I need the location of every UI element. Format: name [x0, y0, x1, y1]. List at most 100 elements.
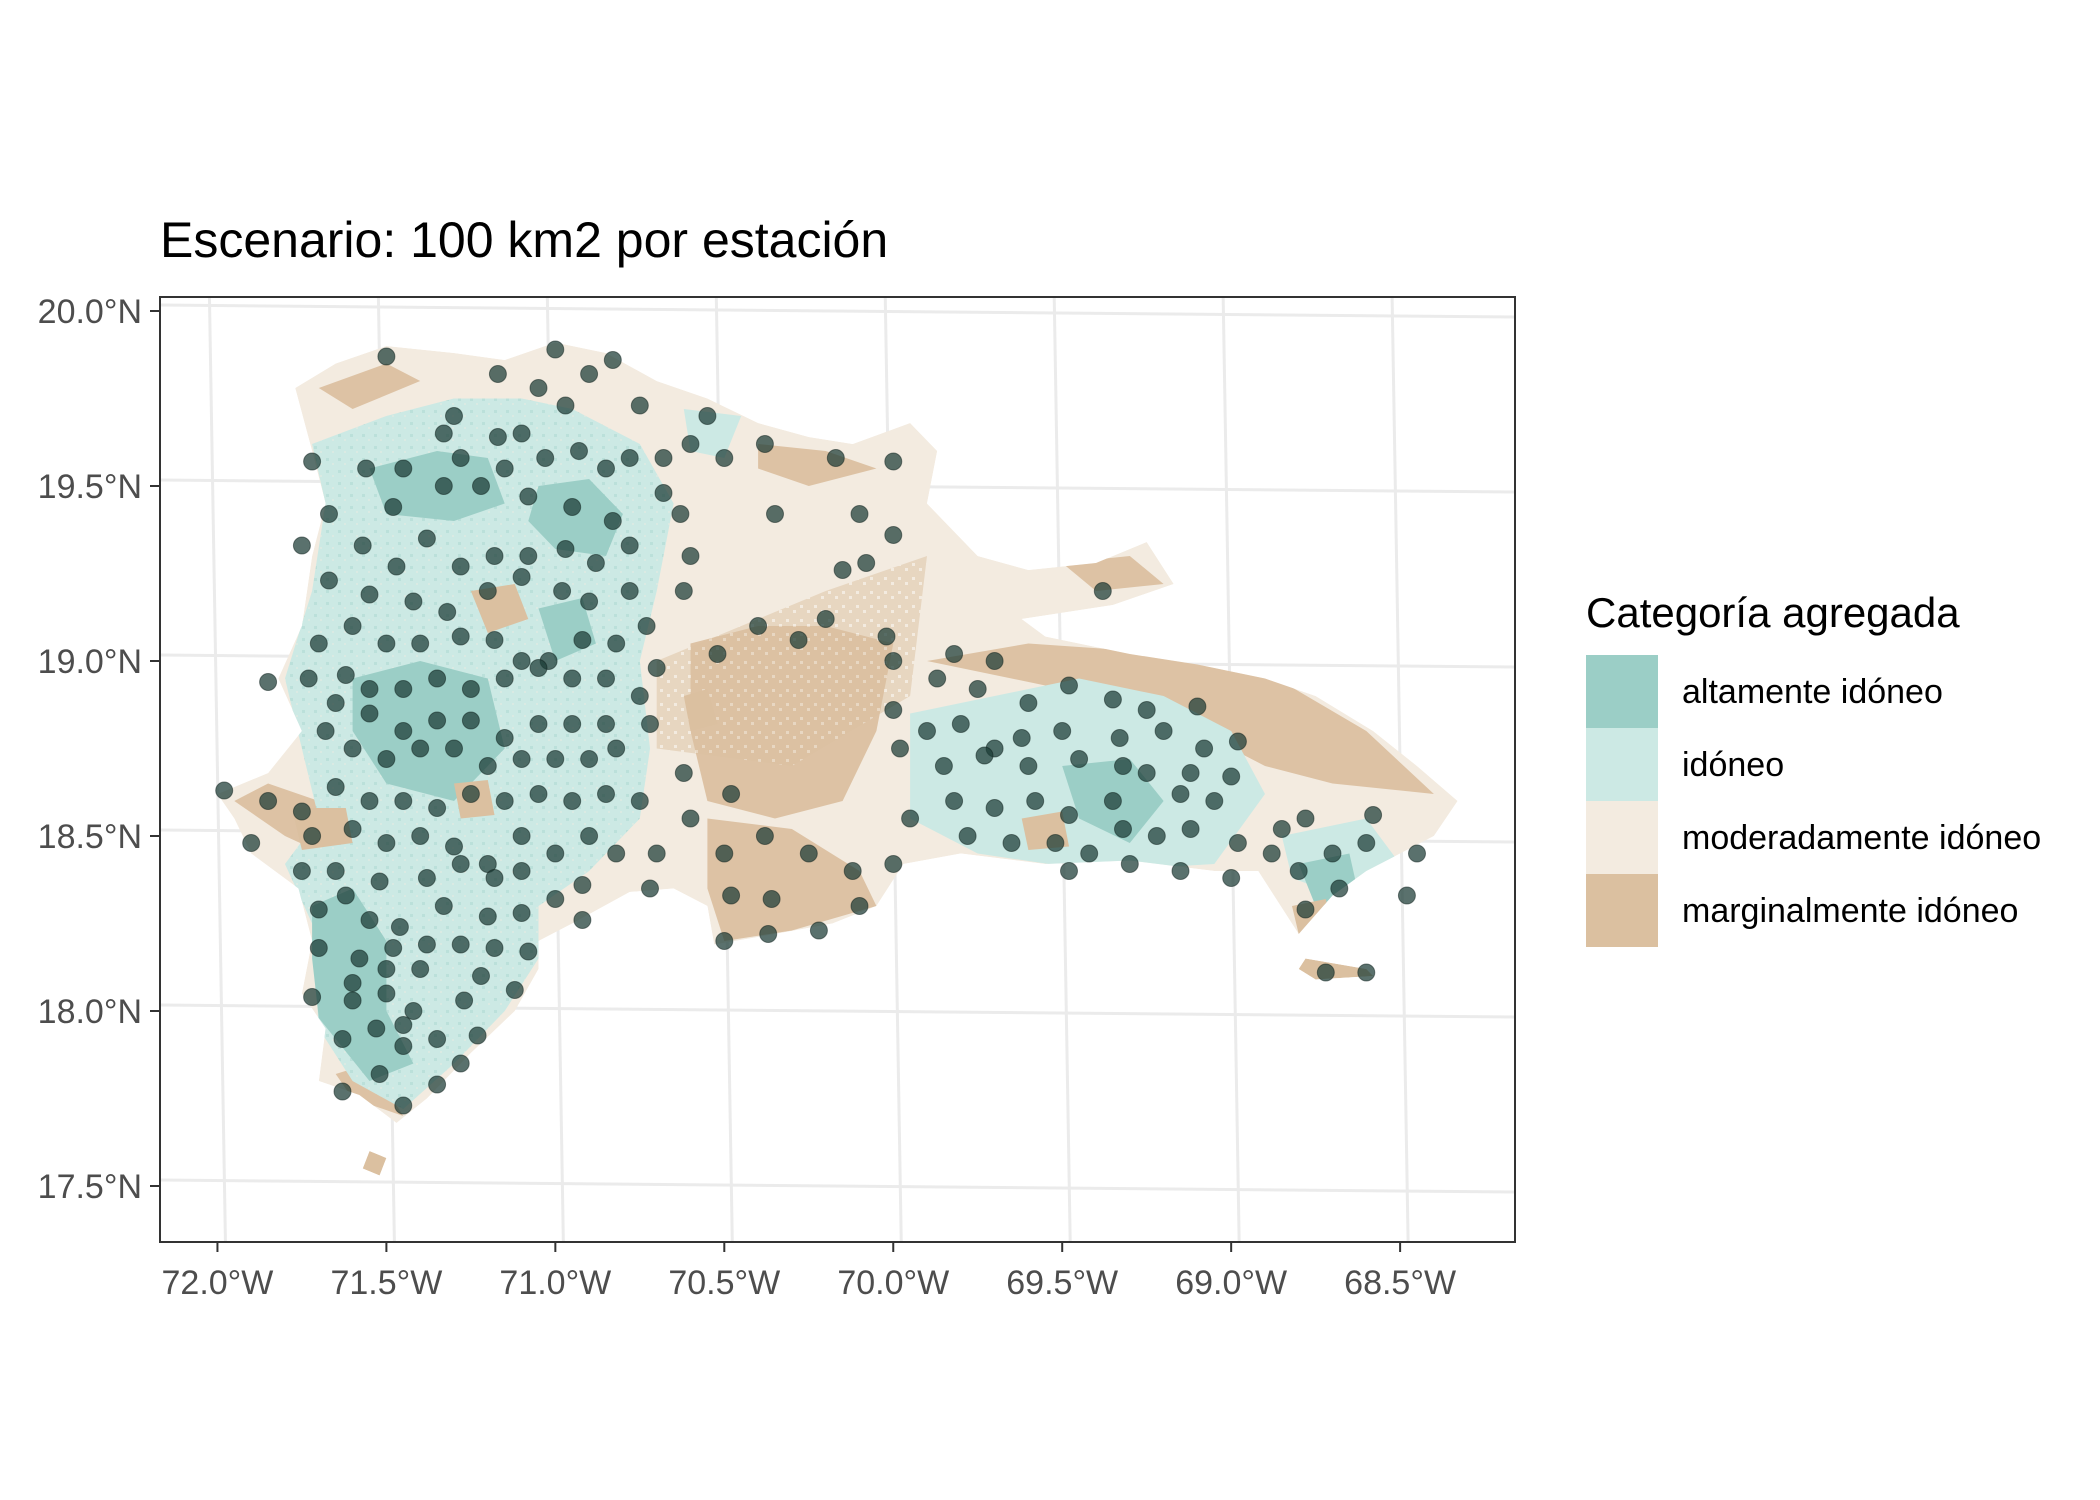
legend-items: altamente idóneo idóneo moderadamente idón… [1586, 655, 2041, 947]
station-point [1093, 582, 1112, 600]
station-point [573, 911, 592, 929]
station-point [1147, 827, 1166, 845]
station-point [343, 974, 362, 992]
station-point [360, 911, 379, 929]
station-point [495, 729, 514, 747]
station-point [1053, 722, 1072, 740]
station-point [411, 960, 430, 978]
station-point [529, 379, 548, 397]
station-point [485, 869, 504, 887]
station-point [390, 918, 409, 936]
station-point [809, 921, 828, 940]
station-point [472, 967, 490, 985]
station-point [877, 627, 896, 646]
legend: Categoría agregada altamente idóneo idóne… [1586, 589, 2041, 947]
station-point [1397, 886, 1416, 905]
station-point [556, 396, 575, 415]
station-point [1296, 900, 1315, 919]
station-point [891, 739, 909, 758]
station-point [387, 557, 406, 576]
station-point [1019, 757, 1038, 775]
station-point [1272, 820, 1291, 838]
station-point [303, 452, 322, 471]
station-point [394, 792, 413, 810]
station-point [681, 809, 700, 828]
station-point [451, 627, 470, 646]
station-point [377, 750, 396, 768]
legend-key [1586, 874, 1658, 947]
station-point [573, 876, 592, 894]
station-points [215, 340, 1426, 1115]
legend-title: Categoría agregada [1586, 589, 1960, 636]
station-point [755, 435, 774, 453]
station-point [755, 827, 774, 845]
station-point [445, 837, 463, 856]
station-point [597, 459, 615, 478]
station-point [1262, 844, 1281, 863]
station-point [326, 778, 345, 796]
x-tick-label: 70.5°W [668, 1264, 780, 1302]
station-point [292, 536, 311, 555]
station-point [985, 652, 1004, 670]
station-point [1289, 862, 1308, 880]
station-point [620, 582, 639, 600]
meridian-gridline [207, 297, 227, 1242]
station-point [529, 715, 548, 733]
station-point [934, 757, 953, 775]
station-point [320, 505, 338, 523]
legend-label: moderadamente idóneo [1682, 819, 2041, 857]
station-point [1205, 792, 1224, 810]
station-point [384, 498, 403, 516]
station-point [884, 452, 903, 471]
legend-key [1586, 801, 1658, 874]
station-point [603, 512, 622, 530]
station-point [512, 750, 531, 768]
station-point [377, 960, 396, 978]
station-point [546, 890, 565, 908]
station-point [789, 631, 808, 649]
station-point [377, 834, 396, 852]
x-tick-label: 70.0°W [837, 1264, 949, 1302]
station-point [630, 792, 649, 810]
station-point [563, 669, 582, 688]
station-point [495, 792, 514, 810]
station-point [478, 907, 497, 926]
station-point [384, 939, 403, 957]
station-point [1171, 862, 1190, 880]
station-point [370, 1065, 389, 1083]
station-point [1120, 855, 1139, 873]
station-point [570, 442, 588, 460]
parallel-gridline [160, 1178, 1515, 1194]
station-point [722, 785, 741, 803]
station-point [563, 792, 582, 810]
station-point [417, 935, 436, 954]
station-point [451, 855, 470, 873]
station-point [360, 704, 379, 723]
station-point [647, 844, 666, 863]
station-point [715, 932, 734, 950]
station-point [671, 505, 690, 523]
station-point [411, 739, 430, 758]
station-point [884, 526, 903, 544]
station-point [968, 680, 987, 698]
station-point [546, 340, 565, 359]
station-point [353, 536, 372, 555]
station-point [461, 680, 480, 698]
station-point [975, 746, 994, 765]
station-point [1060, 806, 1078, 824]
station-point [478, 582, 497, 600]
x-tick-label: 71.0°W [499, 1264, 611, 1302]
station-point [512, 904, 531, 922]
station-point [485, 547, 504, 565]
x-axis: 72.0°W 71.5°W 71.0°W 70.5°W 70.0°W 69.5°W 69.0… [162, 1242, 1456, 1302]
station-point [303, 827, 322, 845]
station-point [597, 669, 615, 688]
station-point [546, 844, 565, 863]
map-panel [159, 296, 1516, 1243]
station-point [1357, 963, 1376, 982]
station-point [309, 900, 328, 919]
station-point [799, 844, 818, 863]
station-point [749, 617, 768, 635]
y-tick-label: 18.0°N [38, 993, 142, 1031]
